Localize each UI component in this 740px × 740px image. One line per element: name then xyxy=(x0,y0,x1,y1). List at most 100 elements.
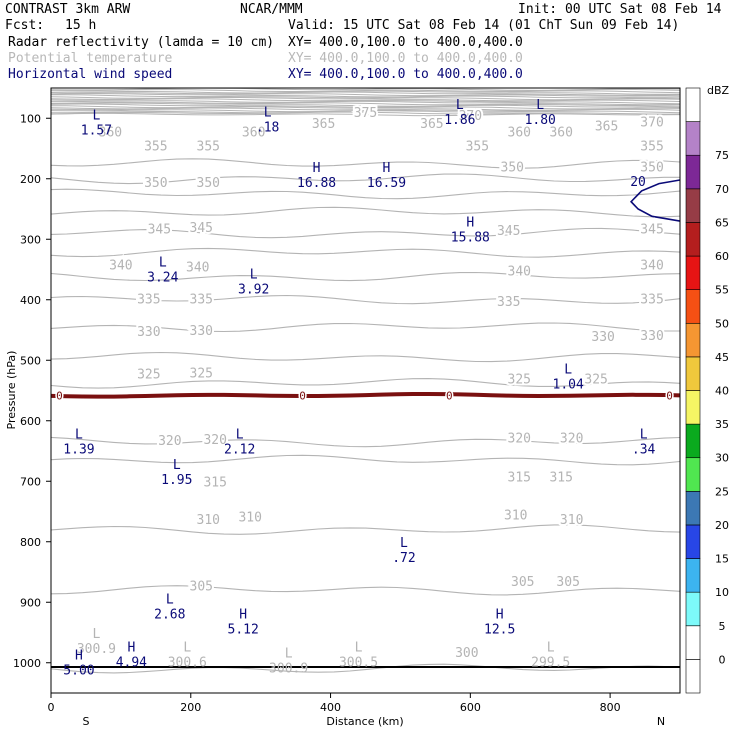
wind-extremum-type: L xyxy=(250,267,258,282)
surface-extremum-value: 5.00 xyxy=(63,664,94,679)
wind-extremum-value: 1.04 xyxy=(553,377,584,392)
theta-contour-345 xyxy=(51,271,680,282)
wind-extremum-value: 1.86 xyxy=(444,113,475,128)
wind-contour-20 xyxy=(629,179,680,222)
colorbar-level-label: 20 xyxy=(715,519,729,532)
upper-theta-contour xyxy=(51,88,680,92)
upper-theta-contour xyxy=(51,94,680,98)
colorbar-segment xyxy=(685,390,701,425)
colorbar-level-label: 15 xyxy=(715,553,729,566)
theta-label: 325 xyxy=(137,368,160,383)
upper-theta-contour xyxy=(51,100,680,105)
wind-extremum-type: L xyxy=(173,458,181,473)
theta-extremum-value: 300.9 xyxy=(269,662,308,677)
colorbar-level-label: 25 xyxy=(715,485,729,498)
theta-label: 370 xyxy=(640,115,663,130)
freezing-level-label: 0 xyxy=(299,389,306,402)
theta-label: 310 xyxy=(197,513,220,528)
colorbar-segment xyxy=(685,625,701,660)
theta-contours xyxy=(51,158,680,674)
wind-extremum-value: 1.57 xyxy=(81,123,112,138)
colorbar-level-label: 45 xyxy=(715,351,729,364)
wind-extremum-value: .34 xyxy=(632,443,656,458)
theta-label: 375 xyxy=(354,106,377,121)
theta-contour-360 xyxy=(51,206,680,218)
colorbar-segment xyxy=(685,457,701,492)
wind-contours: 20 xyxy=(629,175,680,222)
theta-extremum-value: 300.6 xyxy=(168,656,207,671)
theta-label: 345 xyxy=(497,224,520,239)
theta-label: 310 xyxy=(238,510,261,525)
theta-label: 340 xyxy=(109,259,132,274)
y-tick-label: 400 xyxy=(20,294,41,307)
theta-label: 330 xyxy=(591,330,614,345)
y-tick-label: 500 xyxy=(20,354,41,367)
freezing-level-line xyxy=(51,392,680,399)
theta-extremum-value: 299.5 xyxy=(531,656,570,671)
x-tick-label: 400 xyxy=(320,701,341,714)
header-field-theta: Potential temperature xyxy=(8,51,173,66)
theta-extremum-value: 300.9 xyxy=(77,642,116,657)
wind-extremum-type: L xyxy=(75,428,83,443)
header-init: Init: 00 UTC Sat 08 Feb 14 xyxy=(518,2,722,17)
colorbar-level-label: 50 xyxy=(715,317,729,330)
theta-label: 340 xyxy=(508,265,531,280)
upper-theta-contour xyxy=(51,93,680,97)
theta-label: 330 xyxy=(190,324,213,339)
theta-label: 305 xyxy=(556,575,579,590)
x-end-label-south: S xyxy=(83,715,90,728)
wind-extremum-value: 2.68 xyxy=(154,607,185,622)
theta-label: 335 xyxy=(137,293,160,308)
colorbar-unit: dBZ xyxy=(707,84,730,97)
theta-label: 360 xyxy=(99,126,122,141)
colorbar-level-label: 70 xyxy=(715,183,729,196)
wind-extremum-type: L xyxy=(159,255,167,270)
freezing-level: 0 0 0 0 xyxy=(51,388,680,404)
top-dense-contours xyxy=(51,88,680,117)
theta-label: 310 xyxy=(560,513,583,528)
theta-label: 345 xyxy=(640,222,663,237)
colorbar-level-label: 10 xyxy=(715,586,729,599)
theta-extremum-type: L xyxy=(183,641,191,656)
header-valid: Valid: 15 UTC Sat 08 Feb 14 (01 ChT Sun … xyxy=(288,18,679,33)
theta-label: 350 xyxy=(640,161,663,176)
surface-extremum-value: 4.94 xyxy=(116,656,147,671)
header-fcst-label: Fcst: xyxy=(5,18,44,33)
colorbar-segment xyxy=(685,154,701,190)
colorbar-level-label: 35 xyxy=(715,418,729,431)
upper-theta-contour xyxy=(51,112,680,117)
theta-label: 310 xyxy=(504,509,527,524)
plot-area: 20 0 0 0 0 375 365 365 370 365 370 360 360 360 360 35… xyxy=(51,88,680,679)
upper-theta-contour xyxy=(51,102,680,106)
colorbar-segment xyxy=(685,524,701,559)
theta-label: 360 xyxy=(242,126,265,141)
wind-extremum-type: L xyxy=(536,98,544,113)
theta-contour-335 xyxy=(51,322,680,333)
wind-extremum-type: L xyxy=(564,362,572,377)
theta-label: 360 xyxy=(549,126,572,141)
y-tick-label: 100 xyxy=(20,112,41,125)
theta-label: 305 xyxy=(190,579,213,594)
theta-label: 320 xyxy=(158,434,181,449)
theta-label: 340 xyxy=(640,259,663,274)
upper-theta-contour xyxy=(51,91,680,95)
colorbar-segment xyxy=(685,558,701,593)
theta-label: 365 xyxy=(595,120,618,135)
y-tick-label: 700 xyxy=(20,475,41,488)
theta-label: 355 xyxy=(144,139,167,154)
theta-contour-310 xyxy=(51,524,680,535)
header: CONTRAST 3km ARW NCAR/MMM Init: 00 UTC S… xyxy=(5,2,722,82)
wind-extremum-value: 15.88 xyxy=(451,230,490,245)
theta-contour-350 xyxy=(51,247,680,258)
x-tick-label: 600 xyxy=(460,701,481,714)
wind-extremum-type: H xyxy=(496,607,504,622)
theta-extremum-type: L xyxy=(285,647,293,662)
colorbar: dBZ 0 5 10 15 20 25 30 35 40 45 50 55 60 65 70 75 xyxy=(685,84,730,694)
wind-extremum-type: L xyxy=(264,105,272,120)
theta-label: 340 xyxy=(186,260,209,275)
wind-extremum-type: L xyxy=(166,592,174,607)
colorbar-level-label: 0 xyxy=(719,653,726,666)
x-axis: 0 200 400 600 800 xyxy=(48,693,621,714)
theta-label: 305 xyxy=(511,575,534,590)
